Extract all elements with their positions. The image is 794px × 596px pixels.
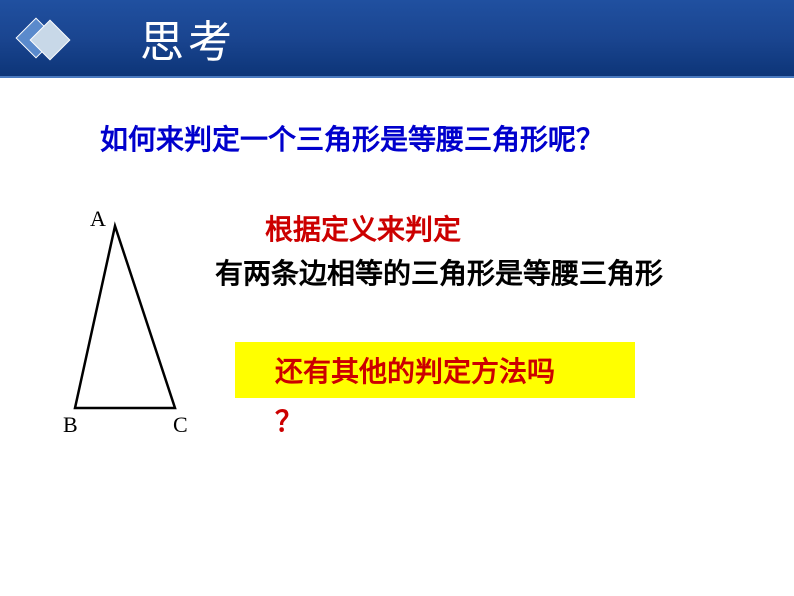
main-question: 如何来判定一个三角形是等腰三角形呢？: [100, 118, 744, 158]
slide-header: 思考: [0, 0, 794, 78]
followup-mark: ？: [275, 400, 744, 440]
definition-heading: 根据定义来判定: [265, 208, 744, 248]
definition-text: 有两条边相等的三角形是等腰三角形: [215, 252, 744, 292]
highlight-box: 还有其他的判定方法吗: [235, 342, 635, 398]
slide-content: 如何来判定一个三角形是等腰三角形呢？ A B C 根据定义来判定 有两条边相等的…: [0, 78, 794, 460]
slide-title: 思考: [140, 6, 236, 70]
text-area: 根据定义来判定 有两条边相等的三角形是等腰三角形 还有其他的判定方法吗 ？: [215, 208, 744, 440]
vertex-label-b: B: [63, 412, 78, 438]
vertex-label-c: C: [173, 412, 188, 438]
logo-icon: [8, 10, 78, 65]
vertex-label-a: A: [90, 206, 106, 232]
mid-row: A B C 根据定义来判定 有两条边相等的三角形是等腰三角形 还有其他的判定方法…: [50, 208, 744, 440]
followup-question: 还有其他的判定方法吗: [275, 356, 555, 387]
triangle-diagram: A B C: [35, 208, 195, 438]
